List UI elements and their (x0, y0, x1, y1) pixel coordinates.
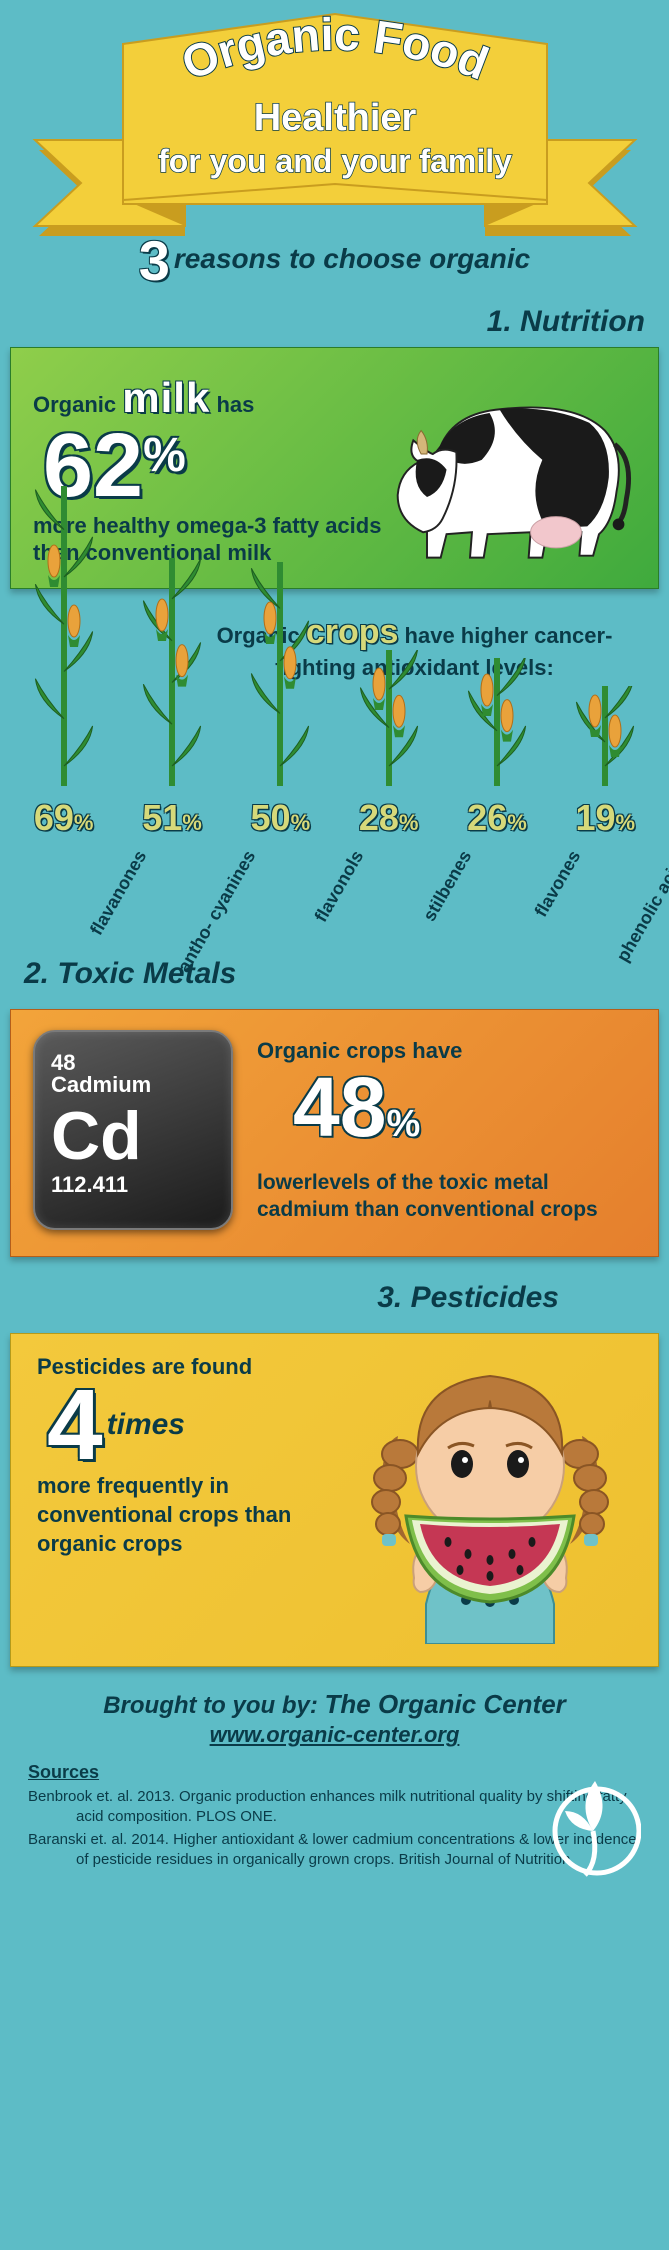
bar-percent: 51% (142, 797, 202, 839)
cadmium-tile: 48 Cadmium Cd 112.411 (33, 1030, 233, 1230)
leaf-logo-icon (541, 1769, 641, 1879)
title-banner: Organic Food Healthier for you and your … (0, 0, 669, 250)
element-symbol: Cd (51, 1102, 215, 1170)
toxic-card: 48 Cadmium Cd 112.411 Organic crops have… (10, 1009, 659, 1257)
milk-line1: Organic milk has (33, 374, 384, 422)
svg-text:for you and your family: for you and your family (158, 143, 512, 179)
corn-stalk-icon (34, 486, 94, 791)
footer-url: www.organic-center.org (0, 1722, 669, 1748)
pesticide-card: Pesticides are found 4 times more freque… (10, 1333, 659, 1667)
corn-stalk-icon (142, 558, 202, 791)
corn-stalk-icon (467, 658, 527, 791)
pesticide-text: Pesticides are found 4 times more freque… (37, 1354, 323, 1644)
bar-percent: 50% (251, 797, 311, 839)
girl-illustration (323, 1354, 658, 1644)
pesticide-number: 4 (47, 1382, 103, 1468)
banner-ribbon-svg: Organic Food Healthier for you and your … (15, 0, 655, 260)
section2-heading: 2. Toxic Metals (24, 957, 645, 991)
svg-text:Healthier: Healthier (253, 97, 416, 139)
sources-block: Sources Benbrook et. al. 2013. Organic p… (28, 1762, 641, 1869)
footer: Brought to you by: The Organic Center ww… (0, 1689, 669, 1748)
infographic-page: Organic Food Healthier for you and your … (0, 0, 669, 1903)
section1-heading: 1. Nutrition (24, 305, 645, 339)
atomic-mass: 112.411 (51, 1172, 215, 1198)
bar-percent: 19% (576, 797, 636, 839)
section3-heading: 3. Pesticides (24, 1281, 559, 1315)
element-name: Cadmium (51, 1072, 215, 1098)
toxic-text: Organic crops have 48% lowerlevels of th… (257, 1038, 632, 1224)
corn-stalk-icon (250, 562, 310, 791)
toxic-percent: 48% (293, 1068, 632, 1163)
corn-stalk-icon (359, 650, 419, 791)
corn-stalk-icon (575, 686, 635, 791)
bar-percent: 28% (359, 797, 419, 839)
footer-brought: Brought to you by: The Organic Center (0, 1689, 669, 1720)
crops-bar-row: 69% flavanones 51% antho- cyanines 50% f… (14, 497, 655, 927)
crops-bar: 69% flavanones (14, 486, 113, 927)
bar-percent: 26% (467, 797, 527, 839)
bar-percent: 69% (34, 797, 94, 839)
